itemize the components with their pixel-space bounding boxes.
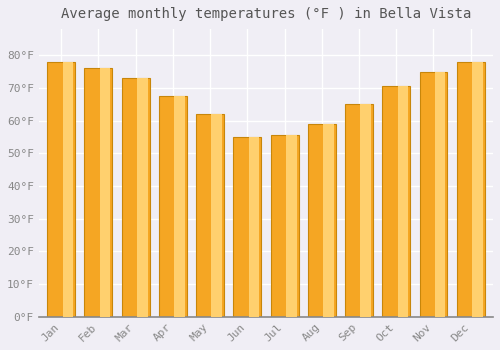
- Bar: [122, 78, 150, 317]
- Bar: [420, 71, 448, 317]
- Bar: [345, 104, 373, 317]
- Bar: [323, 124, 334, 317]
- Bar: [398, 86, 408, 317]
- Bar: [84, 68, 112, 317]
- Bar: [137, 78, 147, 317]
- Bar: [174, 96, 185, 317]
- Bar: [435, 71, 446, 317]
- Bar: [100, 68, 110, 317]
- Bar: [62, 62, 73, 317]
- Bar: [457, 62, 484, 317]
- Bar: [234, 137, 262, 317]
- Bar: [286, 135, 296, 317]
- Bar: [248, 137, 260, 317]
- Bar: [308, 124, 336, 317]
- Title: Average monthly temperatures (°F ) in Bella Vista: Average monthly temperatures (°F ) in Be…: [60, 7, 471, 21]
- Bar: [196, 114, 224, 317]
- Bar: [212, 114, 222, 317]
- Bar: [382, 86, 410, 317]
- Bar: [47, 62, 75, 317]
- Bar: [472, 62, 482, 317]
- Bar: [270, 135, 298, 317]
- Bar: [360, 104, 371, 317]
- Bar: [159, 96, 187, 317]
